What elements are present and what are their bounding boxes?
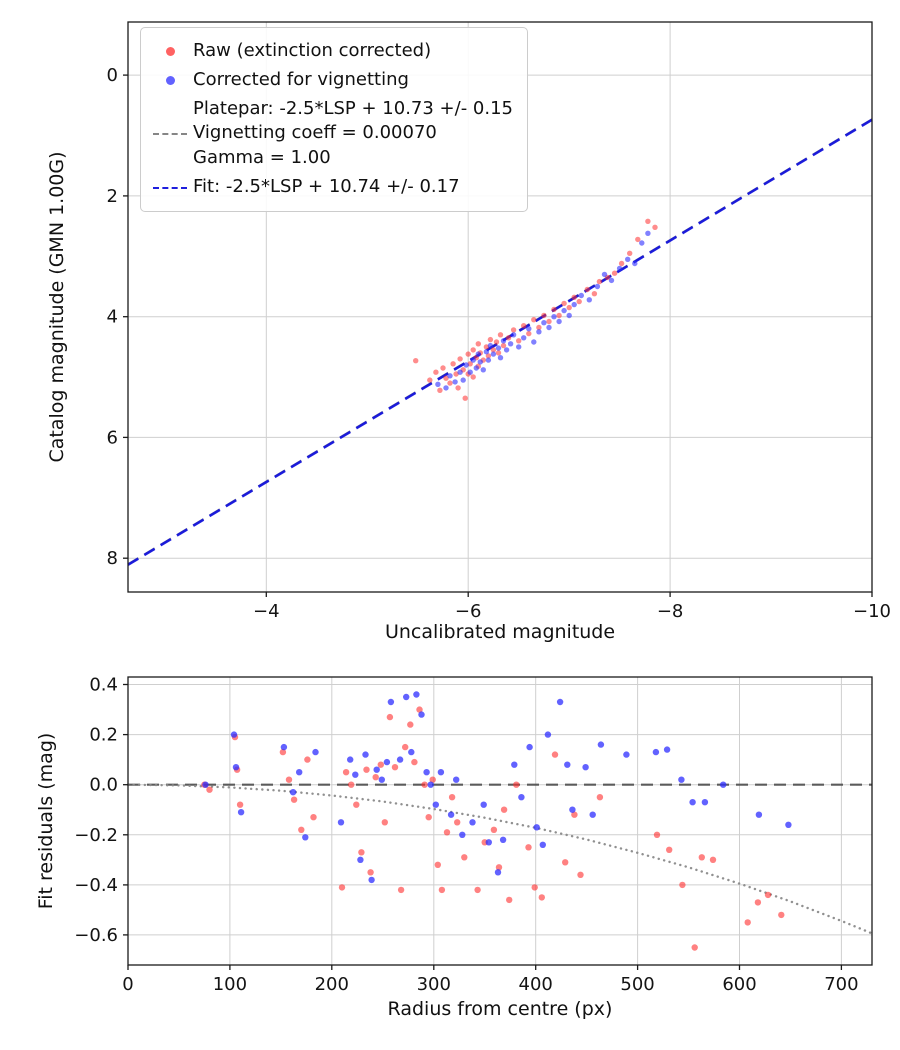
svg-text:0.2: 0.2: [89, 725, 118, 746]
legend-marker-red-dot: [165, 46, 175, 56]
legend-label-platepar-block: Platepar: -2.5*LSP + 10.73 +/- 0.15 Vign…: [193, 97, 513, 171]
legend-marker-blue-dash: [153, 186, 187, 189]
svg-text:−0.4: −0.4: [74, 875, 118, 896]
svg-text:0: 0: [107, 65, 118, 86]
legend-marker-cell: [147, 132, 193, 135]
bottom-xlabel: Radius from centre (px): [387, 998, 613, 1020]
legend-marker-cell: [147, 186, 193, 189]
legend-item-fit: Fit: -2.5*LSP + 10.74 +/- 0.17: [147, 175, 513, 200]
svg-text:0: 0: [122, 974, 133, 995]
svg-text:300: 300: [417, 974, 451, 995]
bottom-chart-canvas: 0 100 200 300 400 500 600 700 0.4 0.2 0.0 −0.2 −0.4 −…: [74, 675, 874, 995]
top-ylabel: Catalog magnitude (GMN 1.00G): [46, 151, 68, 463]
legend-label-vignetting-coeff: Vignetting coeff = 0.00070: [193, 122, 437, 144]
legend-marker-gray-dash: [153, 132, 187, 135]
legend-marker-blue-dot: [165, 75, 175, 85]
svg-text:6: 6: [107, 427, 118, 448]
svg-text:500: 500: [620, 974, 654, 995]
svg-text:−4: −4: [253, 601, 280, 622]
svg-text:−8: −8: [657, 601, 684, 622]
svg-text:2: 2: [107, 186, 118, 207]
legend-item-corrected: Corrected for vignetting: [147, 68, 513, 93]
svg-text:0.4: 0.4: [89, 675, 118, 696]
legend: Raw (extinction corrected) Corrected for…: [140, 27, 528, 212]
svg-text:−6: −6: [455, 601, 482, 622]
svg-text:600: 600: [722, 974, 756, 995]
legend-marker-cell: [147, 75, 193, 85]
top-chart: −4 −6 −8 −10 0 2 4 6 8 Catalog magnitude (GMN 1.…: [46, 21, 891, 643]
svg-text:100: 100: [213, 974, 247, 995]
svg-text:400: 400: [519, 974, 553, 995]
legend-label-raw: Raw (extinction corrected): [193, 40, 432, 61]
bottom-chart: 0 100 200 300 400 500 600 700 0.4 0.2 0.0 −0.2 −0.4 −…: [0, 648, 900, 1050]
svg-text:200: 200: [315, 974, 349, 995]
legend-item-platepar: Platepar: -2.5*LSP + 10.73 +/- 0.15 Vign…: [147, 97, 513, 171]
svg-text:−10: −10: [853, 601, 891, 622]
svg-text:8: 8: [107, 548, 118, 569]
bottom-ylabel: Fit residuals (mag): [35, 732, 57, 910]
svg-text:4: 4: [107, 307, 118, 328]
svg-text:−0.2: −0.2: [74, 825, 118, 846]
top-xlabel: Uncalibrated magnitude: [384, 621, 616, 643]
legend-item-raw: Raw (extinction corrected): [147, 39, 513, 64]
svg-text:−0.6: −0.6: [74, 925, 118, 946]
legend-label-fit: Fit: -2.5*LSP + 10.74 +/- 0.17: [193, 176, 460, 198]
legend-marker-cell: [147, 46, 193, 56]
svg-text:0.0: 0.0: [89, 775, 118, 796]
legend-label-platepar: Platepar: -2.5*LSP + 10.73 +/- 0.15: [193, 97, 513, 119]
svg-text:700: 700: [824, 974, 858, 995]
legend-label-gamma: Gamma = 1.00: [193, 147, 331, 169]
legend-label-corrected: Corrected for vignetting: [193, 68, 409, 90]
